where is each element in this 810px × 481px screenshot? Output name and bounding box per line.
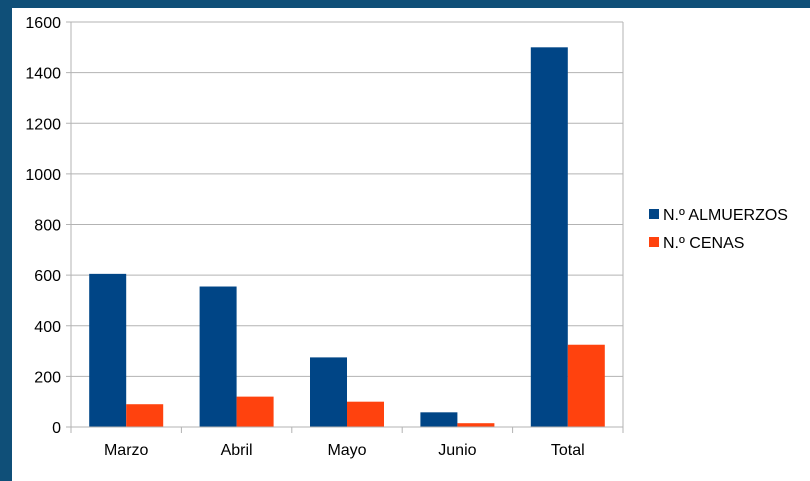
y-tick-label: 1600 (25, 15, 61, 32)
y-tick-label: 800 (34, 218, 61, 235)
legend: N.º ALMUERZOS N.º CENAS (649, 207, 788, 252)
x-tick-label: Total (551, 442, 585, 459)
x-tick-label: Marzo (104, 442, 149, 459)
legend-label: N.º ALMUERZOS (663, 207, 788, 224)
legend-swatch (649, 237, 659, 247)
grid-lines (71, 21, 623, 428)
y-tick-label: 1000 (25, 167, 61, 184)
bar-almuerzos-junio (420, 412, 458, 427)
bar-cenas-mayo (347, 401, 384, 427)
legend-swatch (649, 209, 659, 219)
bar-cenas-marzo (126, 404, 164, 427)
x-tick-label: Mayo (327, 442, 366, 459)
x-tick-label: Abril (221, 442, 253, 459)
axes (66, 21, 624, 433)
y-tick-label: 1200 (25, 116, 61, 133)
y-tick-labels: 0 200 400 600 800 1000 1200 1400 1600 (25, 15, 61, 437)
bars (89, 47, 605, 427)
bar-cenas-abril (236, 396, 274, 427)
y-tick-label: 600 (34, 268, 61, 285)
x-tick-labels: Marzo Abril Mayo Junio Total (104, 442, 585, 459)
legend-label: N.º CENAS (663, 235, 744, 252)
x-tick-label: Junio (438, 442, 476, 459)
bar-cenas-junio (457, 423, 495, 427)
bar-almuerzos-abril (199, 286, 237, 427)
y-tick-label: 400 (34, 319, 61, 336)
bar-almuerzos-mayo (310, 357, 347, 427)
y-tick-label: 0 (52, 420, 61, 437)
chart-frame: 0 200 400 600 800 1000 1200 1400 1600 Marzo Abril… (12, 8, 810, 481)
bar-cenas-total (567, 344, 605, 427)
y-tick-label: 1400 (25, 66, 61, 83)
y-tick-label: 200 (34, 369, 61, 386)
bar-almuerzos-marzo (89, 273, 127, 427)
bar-chart: 0 200 400 600 800 1000 1200 1400 1600 Marzo Abril… (25, 15, 788, 459)
bar-almuerzos-total (530, 47, 568, 427)
